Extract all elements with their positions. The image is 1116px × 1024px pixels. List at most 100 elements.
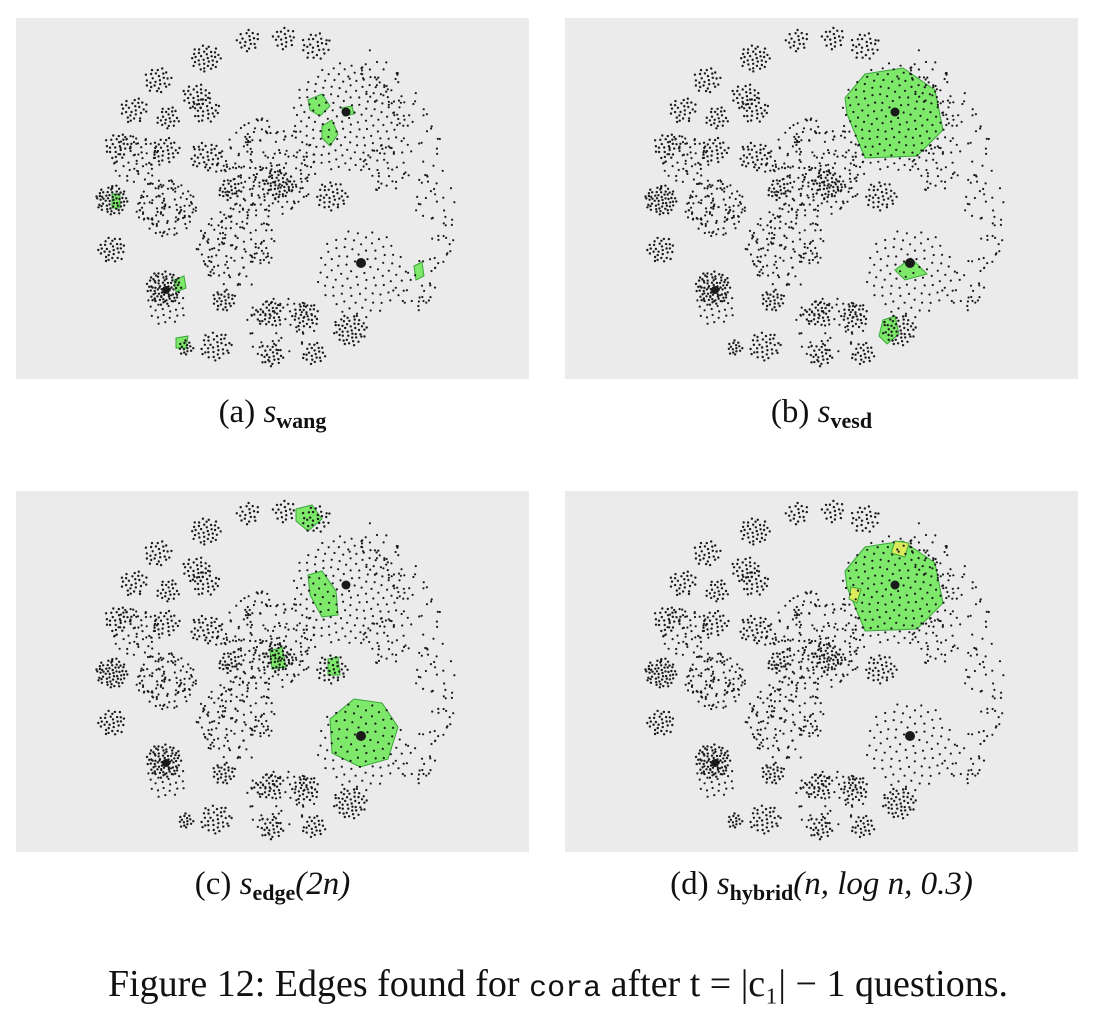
graph-node (846, 324, 849, 328)
graph-node (760, 247, 763, 250)
graph-node (97, 721, 100, 725)
graph-node (848, 130, 851, 133)
graph-node (921, 124, 924, 127)
graph-node (658, 207, 661, 210)
graph-node (104, 255, 108, 259)
graph-node (298, 781, 302, 785)
graph-node (822, 181, 825, 184)
graph-node (705, 288, 708, 291)
graph-node (847, 308, 851, 312)
graph-node (829, 336, 832, 339)
graph-node (323, 658, 327, 661)
graph-node (863, 34, 866, 37)
graph-node (196, 629, 200, 632)
graph-node (175, 296, 179, 299)
graph-node (265, 229, 268, 232)
graph-node (810, 361, 813, 364)
graph-node (887, 62, 891, 65)
graph-node (688, 196, 692, 199)
graph-node (351, 809, 354, 812)
graph-node (824, 192, 827, 196)
graph-node (740, 57, 743, 60)
graph-node (833, 36, 837, 40)
graph-node (111, 205, 115, 208)
graph-node (281, 650, 285, 653)
graph-node (797, 135, 800, 139)
graph-node (659, 210, 662, 213)
graph-node (175, 203, 178, 206)
graph-node (305, 194, 308, 198)
graph-node (377, 180, 380, 183)
graph-node (96, 197, 99, 200)
graph-node (226, 349, 229, 352)
graph-node (352, 817, 356, 820)
graph-node (233, 665, 236, 668)
graph-node (203, 343, 207, 346)
graph-node (126, 200, 129, 203)
graph-node (932, 253, 935, 257)
graph-node (673, 110, 677, 114)
graph-node (166, 77, 169, 80)
graph-node (773, 233, 776, 236)
graph-node (162, 774, 165, 777)
graph-node (763, 154, 766, 157)
graph-node (369, 95, 372, 98)
graph-node (660, 239, 663, 242)
graph-node (371, 149, 374, 152)
graph-node (288, 653, 292, 656)
graph-node (332, 294, 335, 297)
graph-node (270, 637, 273, 640)
graph-node (794, 222, 798, 225)
graph-node (285, 664, 288, 667)
graph-node (433, 187, 436, 191)
graph-node (312, 128, 315, 131)
graph-node (809, 241, 812, 244)
graph-node (118, 212, 121, 215)
graph-node (383, 253, 386, 257)
graph-node (971, 160, 974, 163)
graph-node (394, 187, 398, 190)
graph-node (212, 767, 215, 770)
graph-node (109, 680, 112, 683)
graph-node (209, 343, 212, 346)
graph-node (246, 214, 249, 217)
graph-node (197, 51, 201, 55)
graph-node (778, 179, 781, 183)
graph-node (794, 275, 797, 278)
graph-node (126, 593, 130, 597)
graph-node (273, 831, 276, 834)
graph-node (763, 109, 766, 112)
graph-node (231, 767, 234, 770)
graph-node (189, 93, 192, 96)
graph-node (278, 624, 282, 627)
graph-node (303, 631, 306, 635)
graph-node (716, 304, 719, 308)
graph-node (372, 92, 375, 95)
graph-node (841, 200, 844, 203)
graph-node (885, 206, 889, 209)
graph-node (827, 149, 830, 152)
graph-node (887, 328, 890, 331)
graph-node (295, 113, 299, 117)
graph-node (205, 636, 208, 639)
graph-node (293, 791, 297, 794)
graph-node (157, 616, 160, 619)
highlighted-edge-region (307, 570, 339, 618)
graph-node (167, 136, 171, 140)
graph-node (802, 256, 805, 259)
graph-node (223, 810, 226, 813)
graph-node (193, 102, 196, 106)
graph-node (936, 291, 939, 294)
graph-node (328, 128, 331, 131)
graph-node (869, 37, 872, 40)
graph-node (265, 796, 268, 799)
graph-node (948, 255, 951, 259)
graph-node (752, 50, 755, 53)
graph-node (291, 134, 294, 137)
graph-node (274, 511, 278, 514)
graph-node (227, 274, 231, 277)
graph-node (682, 167, 685, 170)
highlighted-edge-region (269, 504, 399, 768)
graph-node (256, 318, 259, 321)
graph-node (347, 815, 351, 818)
